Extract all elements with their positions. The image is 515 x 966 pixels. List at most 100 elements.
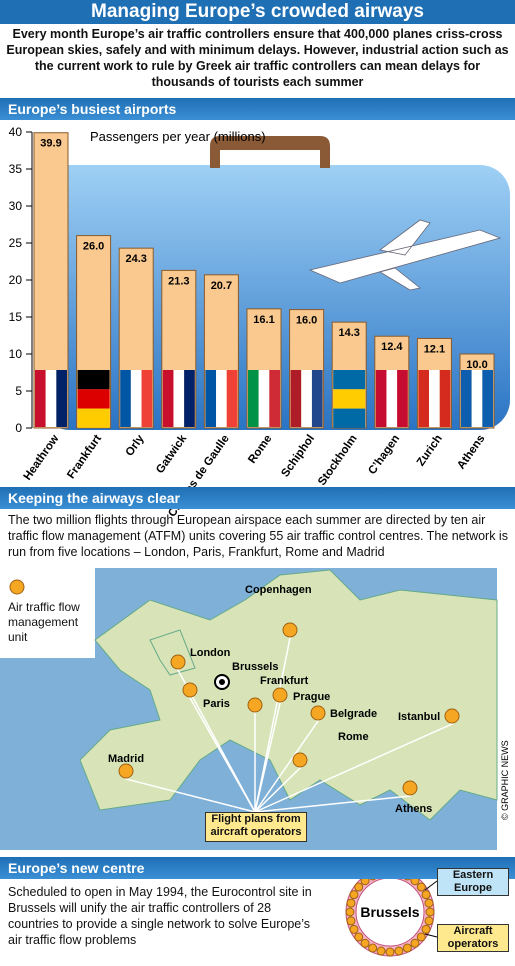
value-label: 12.4 — [381, 341, 403, 353]
country-dot — [345, 907, 355, 917]
legend-text: Air traffic flow management unit — [8, 600, 80, 644]
value-label: 14.3 — [338, 327, 359, 339]
value-label: 16.0 — [296, 315, 317, 327]
operators-box: Aircraft operators — [437, 924, 509, 952]
centre-text: Scheduled to open in May 1994, the Euroc… — [8, 885, 312, 947]
credit: © GRAPHIC NEWS — [500, 740, 510, 820]
east-box: Eastern Europe — [437, 868, 509, 896]
flag — [269, 370, 280, 427]
section-title: Keeping the airways clear — [0, 487, 515, 509]
value-label: 10.0 — [466, 359, 487, 371]
flag — [216, 370, 227, 427]
section-title: Europe’s new centre — [0, 857, 515, 879]
connector — [424, 880, 438, 891]
country-dot — [354, 882, 364, 892]
country-dot — [424, 898, 434, 908]
flag — [258, 370, 270, 427]
city-label: Copenhagen — [245, 584, 312, 596]
atfm-unit — [182, 682, 198, 698]
country-dot — [410, 938, 420, 948]
airways-text: The two million flights through European… — [8, 513, 508, 559]
x-tick-label: Heathrow — [22, 433, 62, 483]
country-dot — [425, 907, 435, 917]
title: Managing Europe’s crowded airways — [91, 1, 424, 22]
atfm-unit — [292, 752, 308, 768]
city-label: Belgrade — [330, 708, 377, 720]
flag — [429, 370, 440, 427]
y-tick-label: 40 — [9, 125, 23, 139]
flag — [184, 370, 195, 427]
flag — [333, 408, 366, 428]
flag — [205, 370, 217, 427]
y-tick-label: 0 — [15, 421, 22, 435]
y-tick-label: 35 — [9, 162, 23, 176]
country-dot — [354, 932, 364, 942]
city-label: Brussels — [232, 661, 278, 673]
flag — [77, 370, 110, 390]
legend-dot — [9, 579, 25, 595]
country-dot — [368, 943, 378, 953]
flag — [333, 370, 366, 390]
flag — [120, 370, 131, 427]
city-label: Madrid — [108, 753, 144, 765]
flag — [418, 370, 430, 427]
atfm-unit — [282, 622, 298, 638]
airplane — [308, 219, 502, 291]
flag — [482, 370, 493, 427]
city-label: London — [190, 647, 231, 659]
value-label: 21.3 — [168, 275, 189, 287]
x-tick-label: Stockholm — [316, 433, 360, 488]
section-title: Europe’s busiest airports — [0, 98, 515, 120]
map-land — [79, 569, 498, 821]
x-tick-label: Gatwick — [154, 432, 189, 476]
flag — [248, 370, 259, 427]
hub-label: Brussels — [360, 904, 419, 920]
country-dot — [424, 916, 434, 926]
country-dot — [376, 946, 386, 956]
atfm-unit — [272, 687, 288, 703]
y-tick-label: 30 — [9, 199, 23, 213]
x-tick-label: Frankfurt — [65, 433, 104, 481]
atfm-unit — [310, 705, 326, 721]
value-label: 39.9 — [40, 138, 61, 150]
flag — [56, 370, 67, 427]
flag — [35, 370, 46, 427]
x-tick-label: Rome — [246, 433, 274, 466]
x-tick-label: Zurich — [415, 433, 445, 469]
flag — [461, 370, 472, 427]
y-tick-label: 5 — [15, 384, 22, 398]
intro: Every month Europe’s air traffic control… — [6, 27, 509, 89]
flag — [333, 389, 366, 409]
city-label: Athens — [395, 803, 432, 815]
country-dot — [416, 932, 426, 942]
atfm-unit — [444, 708, 460, 724]
y-tick-label: 20 — [9, 273, 23, 287]
city-label: Prague — [293, 691, 330, 703]
flag — [77, 408, 110, 428]
flag — [290, 370, 302, 427]
connector — [424, 933, 438, 938]
title-bar — [0, 0, 515, 24]
country-dot — [360, 938, 370, 948]
city-label: Paris — [203, 698, 230, 710]
value-label: 12.1 — [424, 343, 445, 355]
flag — [397, 370, 408, 427]
flag — [45, 370, 57, 427]
value-label: 20.7 — [211, 280, 232, 292]
x-tick-label: C’hagen — [366, 433, 402, 477]
country-dot — [421, 924, 431, 934]
country-dot — [349, 890, 359, 900]
city-label: Rome — [338, 731, 369, 743]
atfm-unit — [118, 763, 134, 779]
value-label: 26.0 — [83, 241, 104, 253]
atfm-unit — [247, 697, 263, 713]
flag — [226, 370, 238, 427]
suitcase-handle — [210, 136, 330, 168]
y-tick-label: 25 — [9, 236, 23, 250]
country-dot — [402, 943, 412, 953]
flag — [141, 370, 153, 427]
country-dot — [385, 947, 395, 957]
x-tick-label: Orly — [124, 432, 147, 458]
y-tick-label: 10 — [9, 347, 23, 361]
